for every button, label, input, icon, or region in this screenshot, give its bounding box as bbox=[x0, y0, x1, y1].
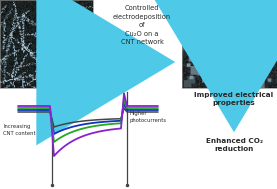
Text: Enhanced CO₂
reduction: Enhanced CO₂ reduction bbox=[206, 138, 263, 152]
Bar bbox=[182, 0, 277, 88]
Text: Controlled
electrodeposition
of
Cu₂O on a
CNT network: Controlled electrodeposition of Cu₂O on … bbox=[113, 5, 171, 45]
Text: Increasing
CNT content: Increasing CNT content bbox=[3, 124, 36, 136]
Text: Improved electrical
properties: Improved electrical properties bbox=[194, 92, 274, 106]
Bar bbox=[0, 0, 93, 88]
Text: Higher
photocurrents: Higher photocurrents bbox=[130, 111, 167, 123]
